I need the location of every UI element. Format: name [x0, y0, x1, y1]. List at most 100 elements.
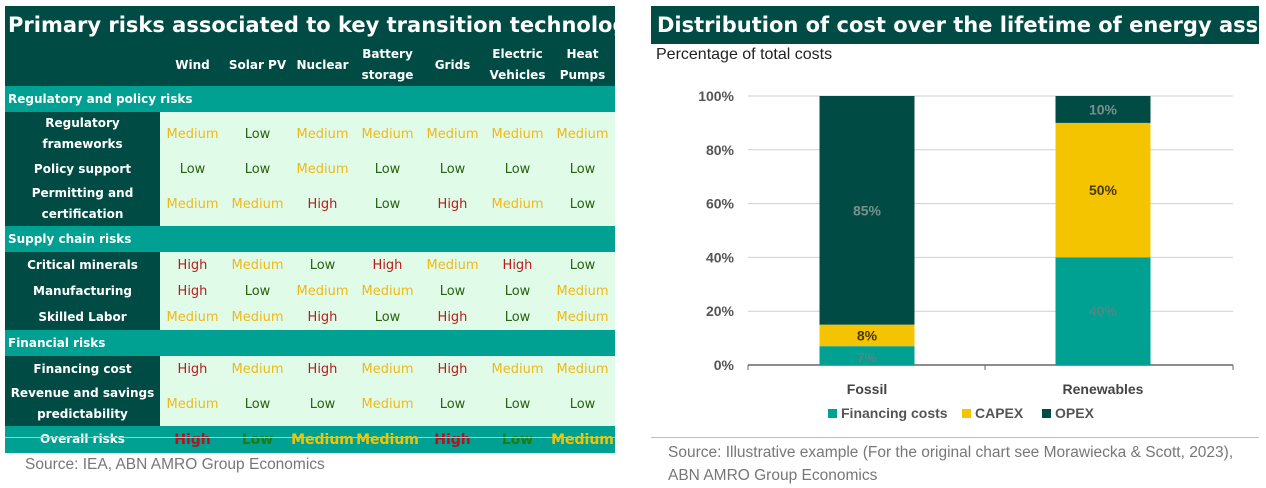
column-header-label: Wind: [175, 57, 210, 72]
table-row: Policy support Low Low Medium Low Low Low Low: [5, 156, 615, 182]
risk-cell: Medium: [485, 112, 550, 156]
row-label-text: Policy support: [33, 161, 132, 176]
row-label: Revenue and savings predictability: [5, 382, 160, 426]
risk-cell: Low: [420, 156, 485, 182]
bar-segment: [819, 324, 915, 347]
column-header-label: Battery storage: [361, 47, 414, 82]
risk-cell: Medium: [550, 112, 615, 156]
column-header: Nuclear: [290, 44, 355, 86]
risk-cell: Low: [225, 112, 290, 156]
section-header: Financial risks: [5, 330, 615, 356]
data-label: 7%: [857, 350, 878, 366]
risk-cell: High: [355, 252, 420, 278]
data-label: 50%: [1089, 182, 1118, 198]
risk-cell: Medium: [355, 112, 420, 156]
legend-label: OPEX: [1055, 405, 1095, 421]
table-title: Primary risks associated to key transiti…: [5, 6, 615, 44]
column-header-label: Solar PV: [228, 57, 287, 72]
risk-cell: Medium: [160, 382, 225, 426]
row-label-text: Manufacturing: [33, 283, 132, 298]
risk-cell: Medium: [160, 112, 225, 156]
risk-cell: High: [160, 252, 225, 278]
overall-row: Overall risks High Low Medium Medium High Low M…: [5, 426, 615, 453]
overall-risk-cell: Medium: [355, 426, 420, 453]
risk-cell: Low: [355, 156, 420, 182]
table-row: Critical minerals High Medium Low High Medium…: [5, 252, 615, 278]
row-label-text: Financing cost: [33, 361, 132, 376]
row-label-text: Permitting and certification: [31, 186, 134, 221]
y-tick-label: 40%: [706, 249, 735, 265]
risk-cell: Medium: [420, 252, 485, 278]
risk-cell: Low: [290, 382, 355, 426]
risk-cell: Medium: [550, 278, 615, 304]
bar-segment: [819, 346, 915, 365]
section-header: Supply chain risks: [5, 226, 615, 252]
risk-cell: Medium: [355, 382, 420, 426]
column-header: Wind: [160, 44, 225, 86]
risk-cell: Low: [550, 156, 615, 182]
risk-cell: Low: [225, 278, 290, 304]
legend-swatch: [828, 409, 837, 418]
overall-risk-cell: Medium: [290, 426, 355, 453]
risk-cell: Low: [225, 382, 290, 426]
y-tick-label: 60%: [706, 196, 735, 212]
risk-cell: Medium: [225, 252, 290, 278]
risk-cell: High: [290, 356, 355, 382]
table-row: Manufacturing High Low Medium Medium Low Low Me…: [5, 278, 615, 304]
risk-cell: Low: [225, 156, 290, 182]
y-tick-label: 80%: [706, 142, 735, 158]
row-label: Regulatory frameworks: [5, 112, 160, 156]
overall-risk-cell: Low: [485, 426, 550, 453]
risk-cell: High: [485, 252, 550, 278]
risk-cell: High: [160, 278, 225, 304]
legend-label: CAPEX: [975, 405, 1024, 421]
risk-cell: Medium: [225, 182, 290, 226]
risk-cell: Medium: [485, 356, 550, 382]
section-header: Regulatory and policy risks: [5, 86, 615, 112]
risk-cell: Low: [290, 252, 355, 278]
legend-swatch: [1042, 409, 1051, 418]
risk-cell: Low: [485, 382, 550, 426]
column-header: Solar PV: [225, 44, 290, 86]
risk-cell: Medium: [550, 356, 615, 382]
y-tick-label: 100%: [698, 88, 734, 104]
data-label: 85%: [853, 202, 882, 218]
bar-segment: [1055, 122, 1151, 258]
risk-cell: Low: [485, 304, 550, 330]
data-label: 8%: [857, 327, 878, 343]
risk-cell: Low: [550, 252, 615, 278]
risk-cell: Medium: [355, 278, 420, 304]
y-tick-label: 20%: [706, 303, 735, 319]
table-row: Skilled Labor Medium Medium High Low High Low M…: [5, 304, 615, 330]
chart-subtitle: Percentage of total costs: [656, 46, 833, 63]
row-label-text: Regulatory frameworks: [42, 116, 123, 151]
risk-cell: Low: [550, 382, 615, 426]
risk-table: Wind Solar PV Nuclear Battery storage Grids E…: [5, 44, 615, 453]
risk-cell: Low: [355, 182, 420, 226]
row-label-text: Skilled Labor: [38, 309, 127, 324]
data-label: 10%: [1089, 101, 1118, 117]
risk-cell: High: [420, 304, 485, 330]
column-header-label: Electric Vehicles: [489, 47, 546, 82]
row-label: Manufacturing: [5, 278, 160, 304]
column-header: Electric Vehicles: [485, 44, 550, 86]
risk-cell: Medium: [225, 356, 290, 382]
overall-risk-cell: Low: [225, 426, 290, 453]
risk-cell: High: [290, 304, 355, 330]
risk-cell: Low: [420, 382, 485, 426]
risk-cell: Medium: [550, 304, 615, 330]
risk-cell: Low: [160, 156, 225, 182]
risk-cell: Medium: [485, 182, 550, 226]
column-header-label: Grids: [434, 57, 471, 72]
legend-swatch: [962, 409, 971, 418]
table-row: Regulatory frameworks Medium Low Medium Medi…: [5, 112, 615, 156]
column-header: Heat Pumps: [550, 44, 615, 86]
right-source-rule: [651, 437, 1259, 438]
row-label-text: Critical minerals: [27, 257, 138, 272]
row-label: Financing cost: [5, 356, 160, 382]
risk-cell: Low: [550, 182, 615, 226]
risk-cell: Medium: [355, 356, 420, 382]
right-source: Source: Illustrative example (For the or…: [668, 444, 1234, 484]
column-header: Grids: [420, 44, 485, 86]
row-label: Skilled Labor: [5, 304, 160, 330]
